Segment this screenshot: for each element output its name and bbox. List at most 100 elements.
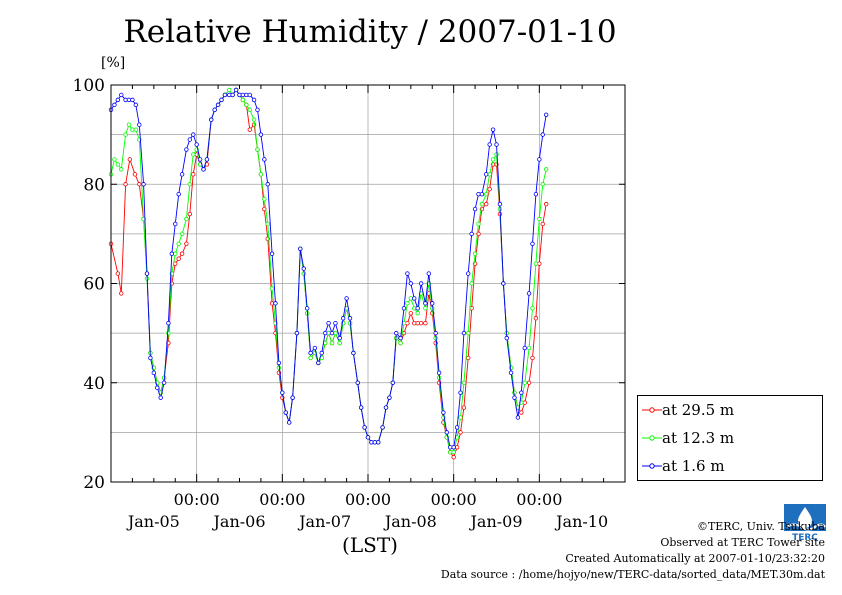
series-2-point-70 (358, 405, 364, 410)
series-2-point-65 (340, 316, 346, 321)
series-2-point-29 (212, 107, 217, 113)
series-0-point-113 (519, 410, 524, 415)
series-2-point-32 (222, 92, 228, 98)
series-2-point-80 (394, 330, 399, 336)
series-2-point-88 (423, 301, 428, 306)
series-2-point-79 (390, 380, 396, 385)
series-2-point-120 (537, 157, 542, 162)
series-0-point-98 (466, 355, 471, 361)
series-0-point-117 (533, 316, 539, 321)
series-2-point-114 (515, 415, 521, 420)
series-2-point-46 (273, 301, 278, 306)
series-1-point-38 (244, 102, 249, 108)
series-2-point-55 (304, 306, 310, 311)
series-2-point-56 (308, 350, 313, 356)
series-1-point-40 (251, 117, 257, 122)
series-1-point-104 (479, 201, 485, 207)
series-1-point-56 (308, 355, 313, 361)
series-1-point-103 (476, 221, 481, 227)
y-tick-label-80: 80 (83, 175, 105, 195)
series-2-point-76 (380, 425, 385, 430)
series-2-point-116 (522, 345, 527, 351)
series-2-point-27 (204, 157, 210, 162)
series-1-point-43 (262, 196, 267, 202)
series-2-point-101 (469, 231, 474, 237)
series-2-point-58 (316, 360, 321, 366)
series-2-point-85 (412, 296, 417, 301)
series-1-point-2 (115, 162, 121, 167)
created-text: Created Automatically at 2007-01-10/23:3… (565, 552, 825, 565)
copyright-text: ©TERC, Univ. Tsukuba (696, 520, 825, 533)
series-0-point-119 (540, 221, 545, 227)
series-2-point-1 (112, 102, 117, 108)
legend-label-12-3m: at 12.3 m (662, 429, 735, 447)
series-2-point-90 (430, 301, 435, 306)
series-0-point-37 (247, 127, 252, 132)
series-0-point-17 (176, 256, 181, 261)
series-2-point-48 (280, 390, 285, 395)
series-2-point-40 (251, 97, 257, 103)
series-2-point-100 (466, 271, 471, 276)
series-2-point-91 (433, 330, 438, 336)
series-1-point-121 (540, 182, 545, 187)
series-1-point-45 (269, 286, 275, 291)
series-2-point-30 (215, 102, 221, 108)
series-2-point-119 (533, 191, 539, 197)
series-2-point-44 (265, 182, 270, 187)
series-1-point-42 (258, 172, 264, 177)
x-tick-label-4: 00:00 (431, 490, 477, 509)
series-1-point-21 (184, 216, 189, 222)
series-2-point-121 (540, 132, 545, 137)
series-1-point-4 (123, 132, 128, 137)
series-0-point-6 (137, 182, 142, 187)
series-2-point-11 (148, 355, 153, 361)
series-1-point-19 (176, 241, 181, 246)
series-2-point-25 (197, 157, 203, 162)
terc-logo-icon: TERC (783, 503, 827, 547)
series-2-point-52 (294, 330, 300, 336)
series-1-point-102 (472, 251, 478, 256)
series-1-point-100 (466, 330, 471, 336)
x-tick-label-3: 00:00 (345, 490, 391, 509)
series-2-point-113 (512, 395, 517, 400)
series-0-point-38 (251, 122, 257, 127)
series-2-point-81 (398, 335, 403, 341)
series-2-point-42 (258, 132, 264, 137)
series-2-point-77 (383, 405, 389, 410)
legend-label-29-5m: at 29.5 m (662, 401, 735, 419)
legend-label-1-6m: at 1.6 m (662, 457, 725, 475)
series-2-point-118 (530, 241, 535, 246)
series-1-point-117 (526, 345, 532, 351)
series-1-point-41 (255, 147, 260, 152)
series-2-point-41 (255, 107, 260, 113)
series-1-point-81 (398, 340, 403, 346)
series-2-point-43 (262, 157, 267, 162)
series-line-0 (110, 89, 547, 459)
series-2-point-61 (326, 321, 331, 326)
x-tick-label-1: 00:00 (174, 490, 220, 509)
series-1-point-20 (179, 231, 185, 237)
series-2-point-106 (487, 142, 492, 147)
series-2-point-104 (479, 191, 485, 197)
series-1-point-86 (415, 311, 420, 316)
series-0-point-2 (119, 291, 124, 296)
legend-entry-29-5m: at 29.5 m (638, 400, 822, 420)
day-label-1: Jan-06 (211, 512, 265, 531)
series-2-point-97 (454, 425, 460, 430)
series-2-point-84 (408, 281, 414, 286)
series-2-point-60 (322, 330, 328, 336)
series-2-point-69 (355, 380, 360, 385)
grid-lines (111, 85, 625, 482)
series-0-point-104 (487, 187, 492, 192)
series-2-point-9 (141, 182, 146, 187)
series-0-point-86 (423, 321, 428, 326)
series-2-point-83 (405, 271, 410, 276)
legend-entry-1-6m: at 1.6 m (638, 456, 822, 476)
series-1-point-119 (533, 261, 539, 266)
series-1-point-116 (522, 380, 527, 385)
series-2-point-72 (365, 435, 371, 440)
series-2-point-19 (176, 191, 181, 197)
series-2-point-20 (179, 172, 185, 177)
series-1-point-88 (423, 306, 428, 311)
